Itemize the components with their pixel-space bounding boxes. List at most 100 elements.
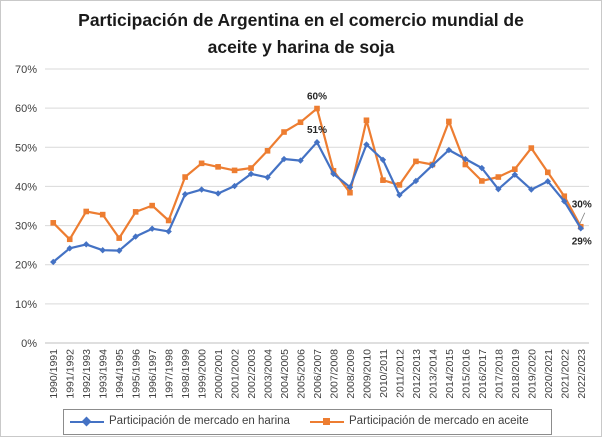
data-label: 51% — [307, 125, 327, 136]
data-point — [181, 191, 189, 198]
data-point — [182, 174, 188, 180]
data-point — [363, 117, 370, 124]
x-tick-label: 2005/2006 — [296, 349, 308, 399]
data-point — [247, 170, 255, 178]
y-tick-label: 40% — [15, 181, 37, 193]
legend-marker-harina — [81, 416, 92, 427]
data-point — [544, 169, 551, 176]
data-point — [429, 162, 436, 169]
x-tick-label: 2002/2003 — [246, 349, 258, 399]
data-point — [528, 145, 535, 151]
x-tick-label: 1999/2000 — [197, 349, 209, 399]
x-tick-label: 2001/2002 — [230, 349, 242, 399]
data-point — [198, 186, 205, 193]
x-tick-label: 1997/1998 — [164, 349, 176, 399]
data-point — [561, 198, 568, 205]
data-point — [214, 190, 222, 197]
data-point — [132, 233, 139, 240]
x-tick-label: 2015/2016 — [460, 349, 472, 399]
data-point — [314, 105, 320, 112]
data-point — [264, 148, 271, 154]
data-point — [495, 185, 502, 193]
chart-title-line-2: aceite y harina de soja — [207, 37, 395, 57]
data-point — [297, 157, 304, 164]
data-point — [446, 118, 452, 125]
legend-label-aceite: Participación de mercado en aceite — [349, 415, 529, 427]
x-tick-label: 2013/2014 — [427, 349, 439, 399]
data-point — [148, 225, 156, 232]
x-tick-label: 1994/1995 — [114, 349, 126, 399]
data-point — [231, 167, 238, 174]
data-label: 29% — [572, 236, 592, 247]
data-point — [149, 202, 155, 209]
x-tick-label: 2006/2007 — [312, 349, 324, 399]
data-point — [116, 235, 122, 241]
x-tick-label: 2012/2013 — [411, 349, 423, 399]
y-axis-ticks: 0% 10% 20% 30% 40% 50% 60% 70% — [15, 64, 37, 350]
x-tick-label: 2022/2023 — [576, 349, 588, 399]
data-point — [479, 178, 485, 184]
series-lines — [50, 105, 584, 266]
data-point — [297, 119, 304, 126]
data-point — [380, 177, 386, 183]
data-point — [577, 225, 584, 232]
data-point — [495, 174, 502, 180]
label-leader-line — [579, 212, 586, 224]
y-tick-label: 50% — [15, 142, 37, 154]
x-tick-label: 2014/2015 — [444, 349, 456, 399]
series-line — [52, 141, 582, 263]
x-tick-label: 2017/2018 — [493, 349, 505, 399]
chart-title-line-1: Participación de Argentina en el comerci… — [78, 10, 524, 30]
data-point — [528, 186, 535, 193]
data-point — [115, 247, 123, 254]
data-point — [462, 161, 469, 168]
legend-marker-aceite — [323, 418, 330, 425]
x-tick-label: 2009/2010 — [361, 349, 373, 399]
data-point — [396, 182, 403, 188]
data-point — [544, 178, 551, 185]
x-tick-label: 1998/1999 — [180, 349, 192, 399]
data-label: 60% — [307, 92, 327, 103]
data-point — [445, 146, 453, 154]
data-point — [83, 241, 90, 248]
x-tick-label: 2004/2005 — [279, 349, 291, 399]
data-point — [347, 189, 353, 196]
data-point — [83, 208, 90, 215]
data-point — [511, 171, 519, 178]
x-tick-label: 2021/2022 — [559, 349, 571, 399]
x-tick-label: 2008/2009 — [345, 349, 357, 399]
legend-label-harina: Participación de mercado en harina — [109, 415, 290, 427]
x-tick-label: 2000/2001 — [213, 349, 225, 399]
data-point — [215, 164, 221, 170]
y-tick-label: 70% — [15, 64, 37, 76]
data-point — [66, 236, 73, 243]
data-point — [165, 217, 172, 224]
data-point — [132, 209, 139, 215]
x-tick-label: 1996/1997 — [147, 349, 159, 399]
data-point — [478, 164, 486, 172]
x-tick-label: 1991/1992 — [65, 349, 77, 399]
data-point — [363, 141, 370, 148]
x-tick-label: 2018/2019 — [510, 349, 522, 399]
chart-title: Participación de Argentina en el comerci… — [1, 7, 601, 61]
data-point — [248, 165, 254, 171]
data-point — [231, 182, 238, 190]
x-tick-label: 2016/2017 — [477, 349, 489, 399]
data-labels: 60% 51% 30% 29% — [307, 92, 592, 248]
data-label: 30% — [572, 200, 592, 211]
x-tick-label: 2011/2012 — [394, 349, 406, 398]
data-point — [280, 155, 288, 163]
data-point — [379, 156, 387, 164]
x-tick-label: 2010/2011 — [378, 349, 390, 398]
data-point — [412, 177, 420, 185]
data-point — [462, 155, 469, 163]
data-point — [50, 258, 57, 266]
x-tick-label: 1993/1994 — [98, 349, 110, 399]
data-point — [346, 184, 354, 191]
data-point — [66, 245, 73, 252]
x-axis-ticks: 1990/1991 1991/1992 1992/1993 1993/1994 1994… — [48, 349, 588, 399]
y-tick-label: 60% — [15, 103, 37, 115]
data-point — [396, 191, 403, 199]
